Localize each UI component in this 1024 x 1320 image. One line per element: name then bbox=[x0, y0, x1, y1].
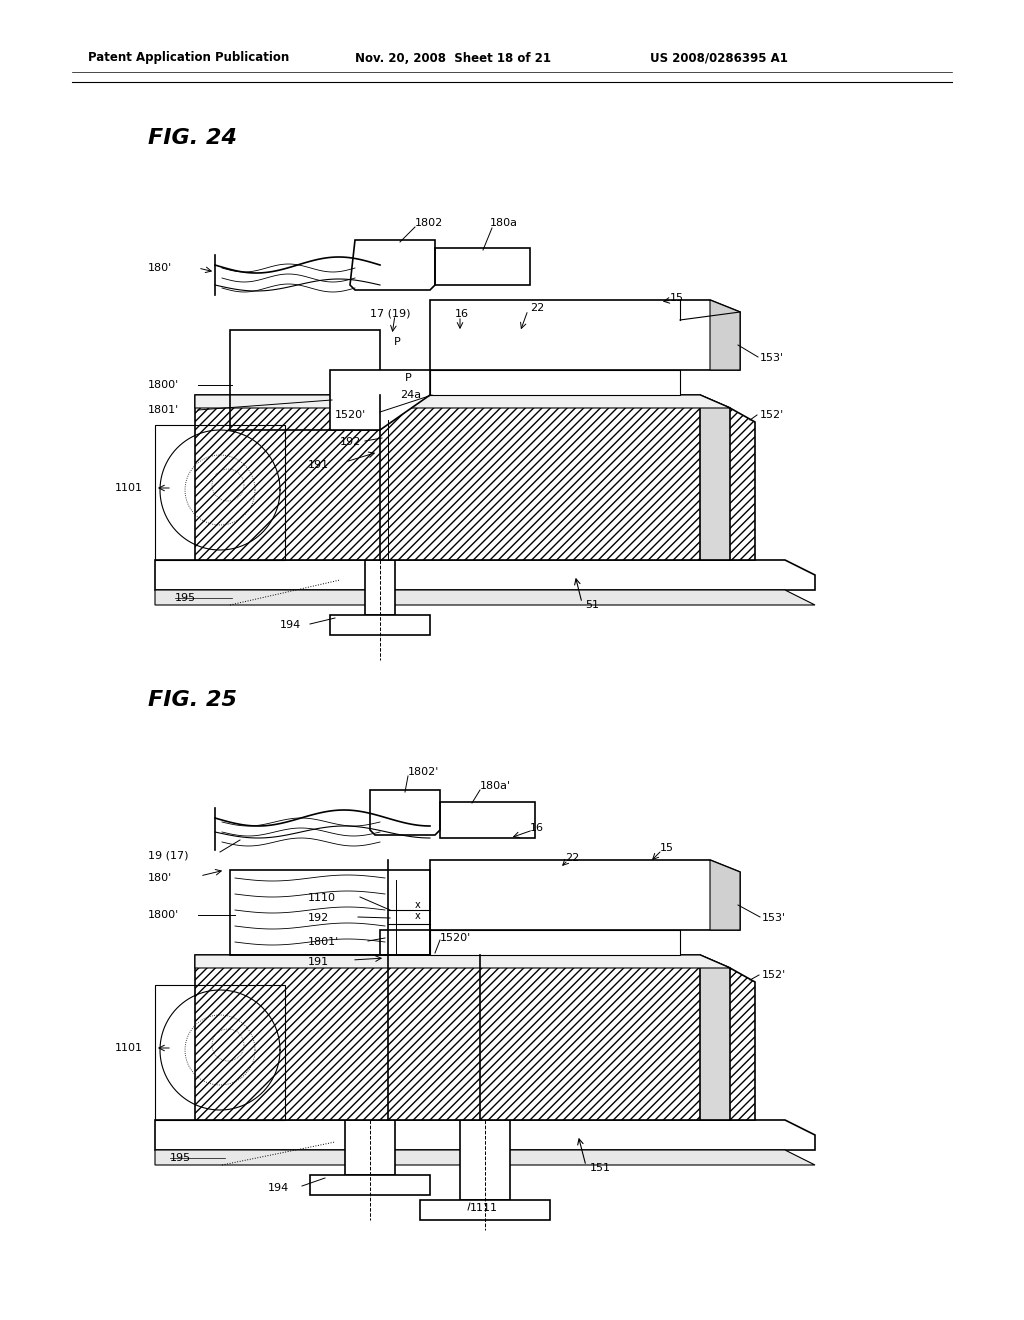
Polygon shape bbox=[430, 931, 680, 954]
Text: 22: 22 bbox=[530, 304, 544, 313]
Text: Nov. 20, 2008  Sheet 18 of 21: Nov. 20, 2008 Sheet 18 of 21 bbox=[355, 51, 551, 65]
Text: 1110: 1110 bbox=[308, 894, 336, 903]
Text: 153': 153' bbox=[762, 913, 786, 923]
Polygon shape bbox=[195, 954, 730, 968]
Polygon shape bbox=[430, 370, 680, 395]
Text: US 2008/0286395 A1: US 2008/0286395 A1 bbox=[650, 51, 787, 65]
Polygon shape bbox=[330, 370, 430, 430]
Polygon shape bbox=[365, 560, 395, 615]
Polygon shape bbox=[195, 395, 755, 560]
Text: 1800': 1800' bbox=[148, 380, 179, 389]
Polygon shape bbox=[155, 1150, 815, 1166]
Polygon shape bbox=[460, 1119, 510, 1200]
Text: 19 (17): 19 (17) bbox=[148, 850, 188, 861]
Text: 24a: 24a bbox=[400, 389, 421, 400]
Text: 1101: 1101 bbox=[115, 1043, 143, 1053]
Text: P: P bbox=[394, 337, 400, 347]
Text: 16: 16 bbox=[530, 822, 544, 833]
Text: FIG. 25: FIG. 25 bbox=[148, 690, 237, 710]
Polygon shape bbox=[700, 395, 730, 560]
Text: 194: 194 bbox=[280, 620, 301, 630]
Text: FIG. 24: FIG. 24 bbox=[148, 128, 237, 148]
Polygon shape bbox=[430, 300, 740, 370]
Polygon shape bbox=[710, 861, 740, 931]
Text: 180a: 180a bbox=[490, 218, 518, 228]
Text: 1520': 1520' bbox=[335, 411, 367, 420]
Text: 15: 15 bbox=[660, 843, 674, 853]
Text: 194: 194 bbox=[268, 1183, 289, 1193]
Text: 180a': 180a' bbox=[480, 781, 511, 791]
Text: 152': 152' bbox=[762, 970, 786, 979]
Text: 1111: 1111 bbox=[470, 1203, 498, 1213]
Text: x: x bbox=[415, 900, 421, 909]
Polygon shape bbox=[310, 1175, 430, 1195]
Text: 17 (19): 17 (19) bbox=[370, 309, 411, 319]
Text: 192: 192 bbox=[308, 913, 330, 923]
Text: P: P bbox=[406, 374, 412, 383]
Text: 16: 16 bbox=[455, 309, 469, 319]
Text: 51: 51 bbox=[585, 601, 599, 610]
Text: 15: 15 bbox=[670, 293, 684, 304]
Text: 1520': 1520' bbox=[440, 933, 471, 942]
Text: 1801': 1801' bbox=[148, 405, 179, 414]
Text: 1802': 1802' bbox=[408, 767, 439, 777]
Text: 180': 180' bbox=[148, 873, 172, 883]
Text: 1801': 1801' bbox=[308, 937, 339, 946]
Polygon shape bbox=[155, 590, 815, 605]
Text: 195: 195 bbox=[170, 1152, 191, 1163]
Text: 195: 195 bbox=[175, 593, 197, 603]
Text: 22: 22 bbox=[565, 853, 580, 863]
Text: 152': 152' bbox=[760, 411, 784, 420]
Polygon shape bbox=[710, 300, 740, 370]
Text: 153': 153' bbox=[760, 352, 784, 363]
Polygon shape bbox=[330, 615, 430, 635]
Polygon shape bbox=[700, 954, 730, 1119]
Text: Patent Application Publication: Patent Application Publication bbox=[88, 51, 289, 65]
Polygon shape bbox=[155, 1119, 815, 1150]
Polygon shape bbox=[420, 1200, 550, 1220]
Text: 191: 191 bbox=[308, 957, 329, 968]
Polygon shape bbox=[195, 395, 730, 408]
Text: 1101: 1101 bbox=[115, 483, 143, 492]
Polygon shape bbox=[345, 1119, 395, 1175]
Text: 1800': 1800' bbox=[148, 909, 179, 920]
Text: 191: 191 bbox=[308, 459, 329, 470]
Text: x: x bbox=[415, 911, 421, 921]
Polygon shape bbox=[195, 954, 755, 1119]
Text: 1802: 1802 bbox=[415, 218, 443, 228]
Polygon shape bbox=[430, 861, 740, 931]
Text: 192: 192 bbox=[340, 437, 361, 447]
Text: 151: 151 bbox=[590, 1163, 611, 1173]
Text: 180': 180' bbox=[148, 263, 172, 273]
Polygon shape bbox=[155, 560, 815, 590]
